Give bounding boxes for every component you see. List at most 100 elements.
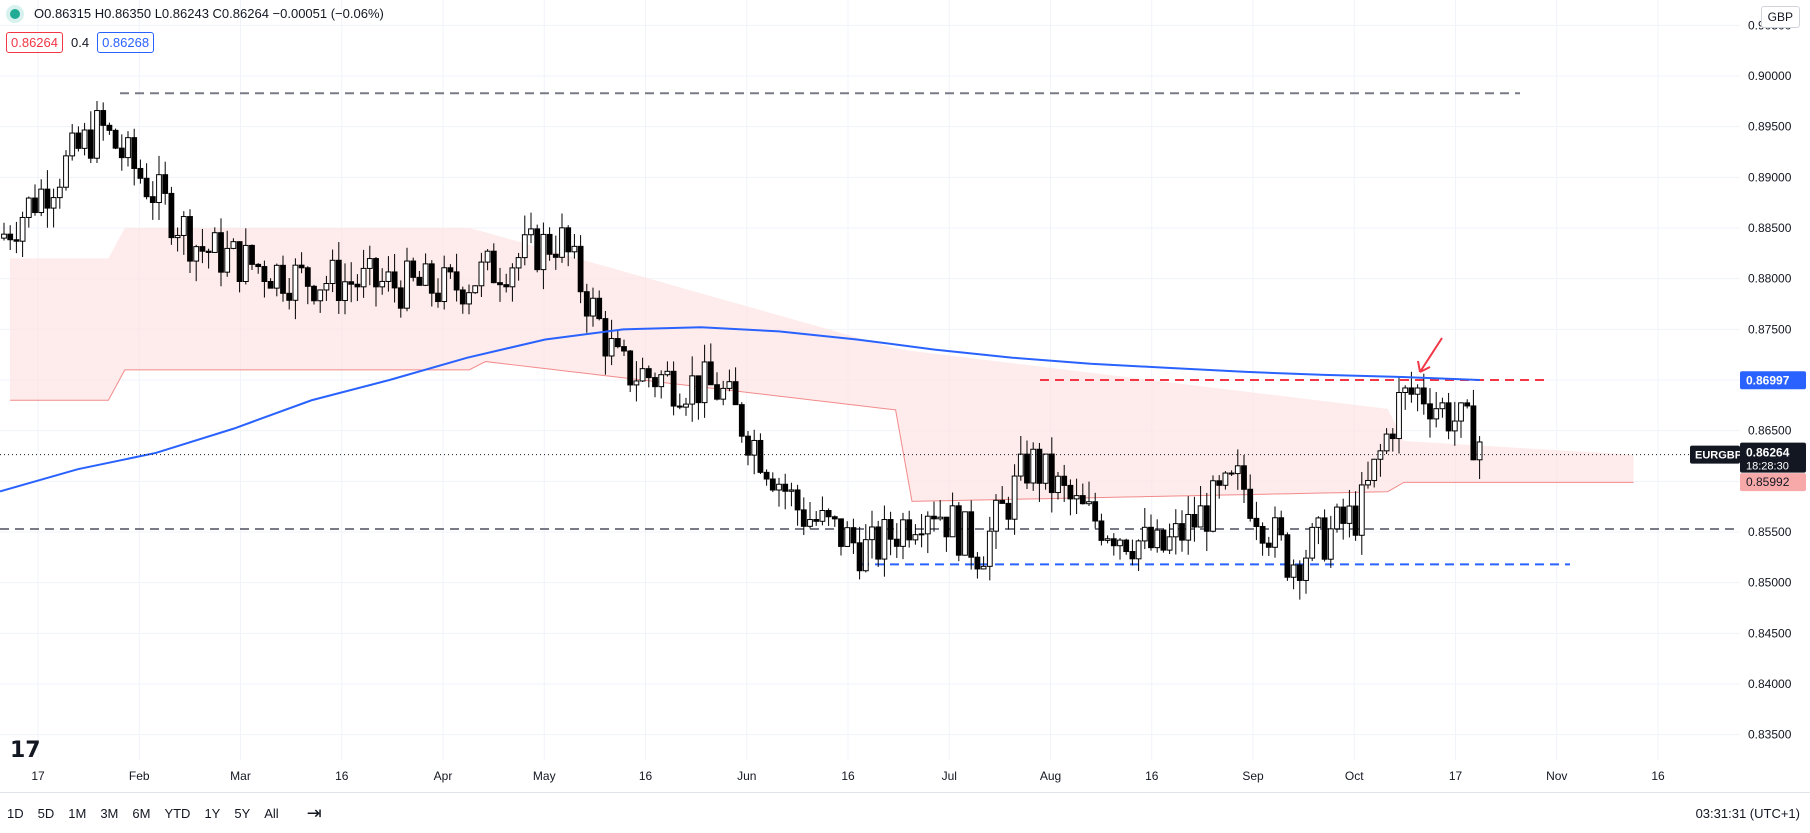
timeframe-6m[interactable]: 6M	[132, 805, 151, 821]
candle[interactable]	[1036, 442, 1043, 502]
candle[interactable]	[732, 367, 739, 406]
candle[interactable]	[13, 221, 20, 254]
candle[interactable]	[242, 228, 249, 285]
candle[interactable]	[782, 473, 789, 510]
timeframe-ytd[interactable]: YTD	[164, 805, 191, 821]
candle[interactable]	[1166, 523, 1173, 555]
candle[interactable]	[379, 268, 386, 295]
candle[interactable]	[980, 556, 987, 570]
candle[interactable]	[1265, 536, 1272, 557]
candle[interactable]	[218, 218, 224, 287]
candle[interactable]	[912, 524, 919, 545]
candle[interactable]	[125, 131, 131, 167]
candle[interactable]	[676, 393, 683, 410]
candle[interactable]	[168, 186, 175, 245]
candle[interactable]	[1272, 506, 1278, 558]
candle[interactable]	[738, 402, 745, 443]
candle[interactable]	[1086, 481, 1092, 507]
candle[interactable]	[763, 469, 770, 486]
candle[interactable]	[1073, 478, 1080, 515]
candle[interactable]	[1309, 522, 1316, 562]
candle[interactable]	[1414, 384, 1421, 412]
candle[interactable]	[645, 365, 652, 388]
candle[interactable]	[193, 244, 200, 282]
candle[interactable]	[348, 262, 355, 303]
candle[interactable]	[149, 181, 156, 220]
candle[interactable]	[1055, 472, 1061, 500]
candle[interactable]	[1197, 486, 1204, 528]
date-range-icon[interactable]: ⇥	[306, 802, 322, 823]
candle[interactable]	[484, 249, 491, 271]
candle[interactable]	[1433, 392, 1440, 428]
candle[interactable]	[614, 329, 621, 349]
candle[interactable]	[608, 319, 615, 366]
candle[interactable]	[887, 511, 894, 556]
candle[interactable]	[1135, 539, 1142, 572]
candle[interactable]	[1129, 539, 1136, 566]
candle[interactable]	[360, 249, 367, 298]
candle[interactable]	[63, 150, 69, 191]
candle[interactable]	[304, 266, 311, 305]
candle[interactable]	[354, 274, 361, 302]
candle[interactable]	[1117, 537, 1123, 560]
candle[interactable]	[1061, 464, 1068, 502]
candle[interactable]	[249, 244, 255, 271]
candle[interactable]	[955, 502, 962, 562]
candle[interactable]	[881, 505, 888, 577]
moving-average-line[interactable]	[0, 326, 1481, 493]
candle[interactable]	[1303, 549, 1309, 594]
candle[interactable]	[670, 361, 677, 416]
candle[interactable]	[1104, 535, 1111, 544]
candle[interactable]	[503, 273, 510, 293]
candle[interactable]	[1451, 401, 1458, 446]
candle[interactable]	[211, 227, 218, 253]
candle[interactable]	[1005, 496, 1012, 530]
candle[interactable]	[174, 227, 181, 252]
candle[interactable]	[1160, 528, 1167, 553]
candle[interactable]	[937, 500, 944, 521]
candle[interactable]	[385, 256, 392, 292]
candle[interactable]	[1464, 399, 1471, 409]
candle[interactable]	[596, 290, 603, 321]
candle[interactable]	[559, 213, 565, 263]
candle[interactable]	[180, 211, 187, 255]
candle[interactable]	[1228, 470, 1235, 477]
candle[interactable]	[844, 521, 851, 548]
candle[interactable]	[862, 524, 869, 573]
candle[interactable]	[69, 124, 76, 161]
candle[interactable]	[100, 102, 107, 141]
candle[interactable]	[1203, 492, 1210, 552]
candle[interactable]	[726, 369, 733, 392]
candle[interactable]	[478, 252, 485, 297]
candle[interactable]	[521, 215, 528, 266]
candle[interactable]	[292, 258, 299, 320]
candle[interactable]	[831, 515, 838, 527]
candle[interactable]	[1346, 489, 1353, 538]
candle[interactable]	[187, 209, 193, 273]
candle[interactable]	[1439, 397, 1446, 418]
candle[interactable]	[404, 247, 410, 312]
candle[interactable]	[1402, 385, 1409, 410]
candle[interactable]	[900, 512, 906, 560]
candle[interactable]	[106, 122, 113, 135]
clock[interactable]: 03:31:31 (UTC+1)	[1695, 805, 1800, 821]
candle[interactable]	[366, 245, 373, 286]
candle[interactable]	[720, 380, 727, 406]
candle[interactable]	[261, 260, 268, 298]
candle[interactable]	[143, 163, 150, 200]
candle[interactable]	[850, 518, 857, 554]
candle[interactable]	[540, 222, 547, 290]
candle[interactable]	[1396, 376, 1402, 454]
candle[interactable]	[7, 225, 14, 250]
timeframe-5d[interactable]: 5D	[37, 805, 55, 821]
candle[interactable]	[1092, 492, 1099, 529]
candle[interactable]	[1259, 522, 1266, 556]
candle[interactable]	[800, 497, 807, 536]
candle[interactable]	[1110, 533, 1117, 556]
candle[interactable]	[528, 212, 534, 244]
candle[interactable]	[1024, 440, 1030, 489]
candle[interactable]	[1470, 389, 1477, 461]
candle[interactable]	[323, 275, 330, 301]
candle[interactable]	[714, 372, 720, 401]
candle[interactable]	[472, 285, 479, 294]
